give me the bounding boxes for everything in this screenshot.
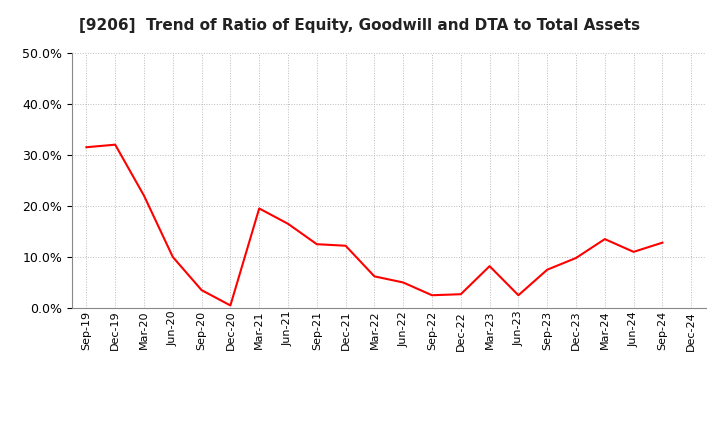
Equity [111, 142, 120, 147]
Equity [456, 292, 465, 297]
Equity [399, 280, 408, 285]
Equity [543, 267, 552, 272]
Equity [197, 287, 206, 293]
Equity [514, 293, 523, 298]
Equity [140, 193, 148, 198]
Equity [255, 206, 264, 211]
Equity [428, 293, 436, 298]
Text: [9206]  Trend of Ratio of Equity, Goodwill and DTA to Total Assets: [9206] Trend of Ratio of Equity, Goodwil… [79, 18, 641, 33]
Equity [600, 236, 609, 242]
Equity [629, 249, 638, 254]
Line: Equity: Equity [86, 145, 662, 305]
Equity [226, 303, 235, 308]
Equity [658, 240, 667, 246]
Equity [485, 264, 494, 269]
Equity [572, 255, 580, 260]
Equity [168, 254, 177, 260]
Equity [370, 274, 379, 279]
Equity [82, 145, 91, 150]
Equity [284, 221, 292, 227]
Equity [341, 243, 350, 248]
Equity [312, 242, 321, 247]
